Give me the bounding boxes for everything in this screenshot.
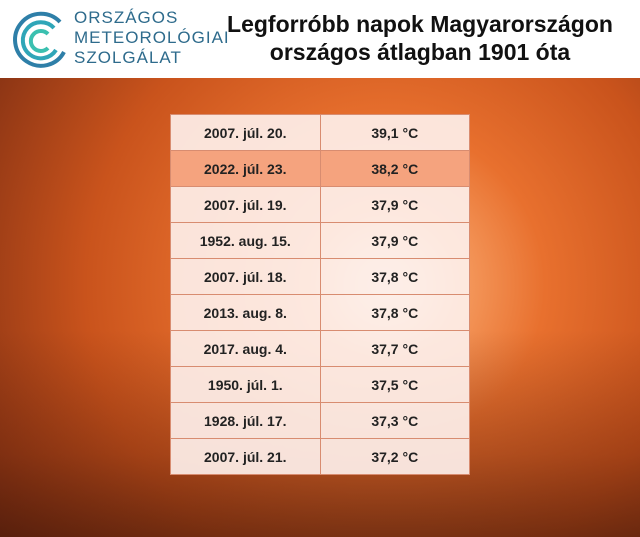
table: 2007. júl. 20. 39,1 °C 2022. júl. 23. 38,2 … bbox=[170, 114, 471, 475]
table-row: 2022. júl. 23. 38,2 °C bbox=[170, 150, 471, 187]
date-cell: 2017. aug. 4. bbox=[170, 330, 321, 367]
table-row: 1928. júl. 17. 37,3 °C bbox=[170, 402, 471, 439]
date-cell: 2007. júl. 20. bbox=[170, 114, 321, 151]
date-cell: 2007. júl. 18. bbox=[170, 258, 321, 295]
date-cell: 2007. júl. 21. bbox=[170, 438, 321, 475]
date-cell: 1952. aug. 15. bbox=[170, 222, 321, 259]
header: ORSZÁGOS METEOROLÓGIAI SZOLGÁLAT Legforr… bbox=[0, 0, 640, 78]
logo-text: ORSZÁGOS METEOROLÓGIAI SZOLGÁLAT bbox=[74, 8, 230, 68]
date-cell: 2013. aug. 8. bbox=[170, 294, 321, 331]
temperature-cell: 37,8 °C bbox=[319, 294, 471, 331]
table-row: 2007. júl. 19. 37,9 °C bbox=[170, 186, 471, 223]
temperature-cell: 37,5 °C bbox=[319, 366, 471, 403]
table-row: 2007. júl. 18. 37,8 °C bbox=[170, 258, 471, 295]
logo-icon bbox=[13, 11, 66, 68]
title: Legforróbb napok Magyarországon országos… bbox=[220, 10, 620, 66]
temperature-cell: 39,1 °C bbox=[319, 114, 471, 151]
table-row: 2013. aug. 8. 37,8 °C bbox=[170, 294, 471, 331]
logo-line: ORSZÁGOS bbox=[74, 8, 179, 27]
title-line: országos átlagban 1901 óta bbox=[269, 39, 571, 65]
table-row: 1952. aug. 15. 37,9 °C bbox=[170, 222, 471, 259]
temperature-cell: 37,9 °C bbox=[319, 222, 471, 259]
title-line: Legforróbb napok Magyarországon bbox=[227, 11, 613, 37]
temperature-cell: 38,2 °C bbox=[319, 150, 471, 187]
temperature-cell: 37,2 °C bbox=[319, 438, 471, 475]
temperature-cell: 37,8 °C bbox=[319, 258, 471, 295]
table-row: 2017. aug. 4. 37,7 °C bbox=[170, 330, 471, 367]
date-cell: 2007. júl. 19. bbox=[170, 186, 321, 223]
temperature-cell: 37,7 °C bbox=[319, 330, 471, 367]
table-row: 2007. júl. 20. 39,1 °C bbox=[170, 114, 471, 151]
date-cell: 2022. júl. 23. bbox=[170, 150, 321, 187]
logo-line: SZOLGÁLAT bbox=[74, 48, 182, 67]
logo-line: METEOROLÓGIAI bbox=[74, 28, 230, 47]
temperature-cell: 37,3 °C bbox=[319, 402, 471, 439]
date-cell: 1928. júl. 17. bbox=[170, 402, 321, 439]
date-cell: 1950. júl. 1. bbox=[170, 366, 321, 403]
table-row: 2007. júl. 21. 37,2 °C bbox=[170, 438, 471, 475]
table-row: 1950. júl. 1. 37,5 °C bbox=[170, 366, 471, 403]
temperature-cell: 37,9 °C bbox=[319, 186, 471, 223]
